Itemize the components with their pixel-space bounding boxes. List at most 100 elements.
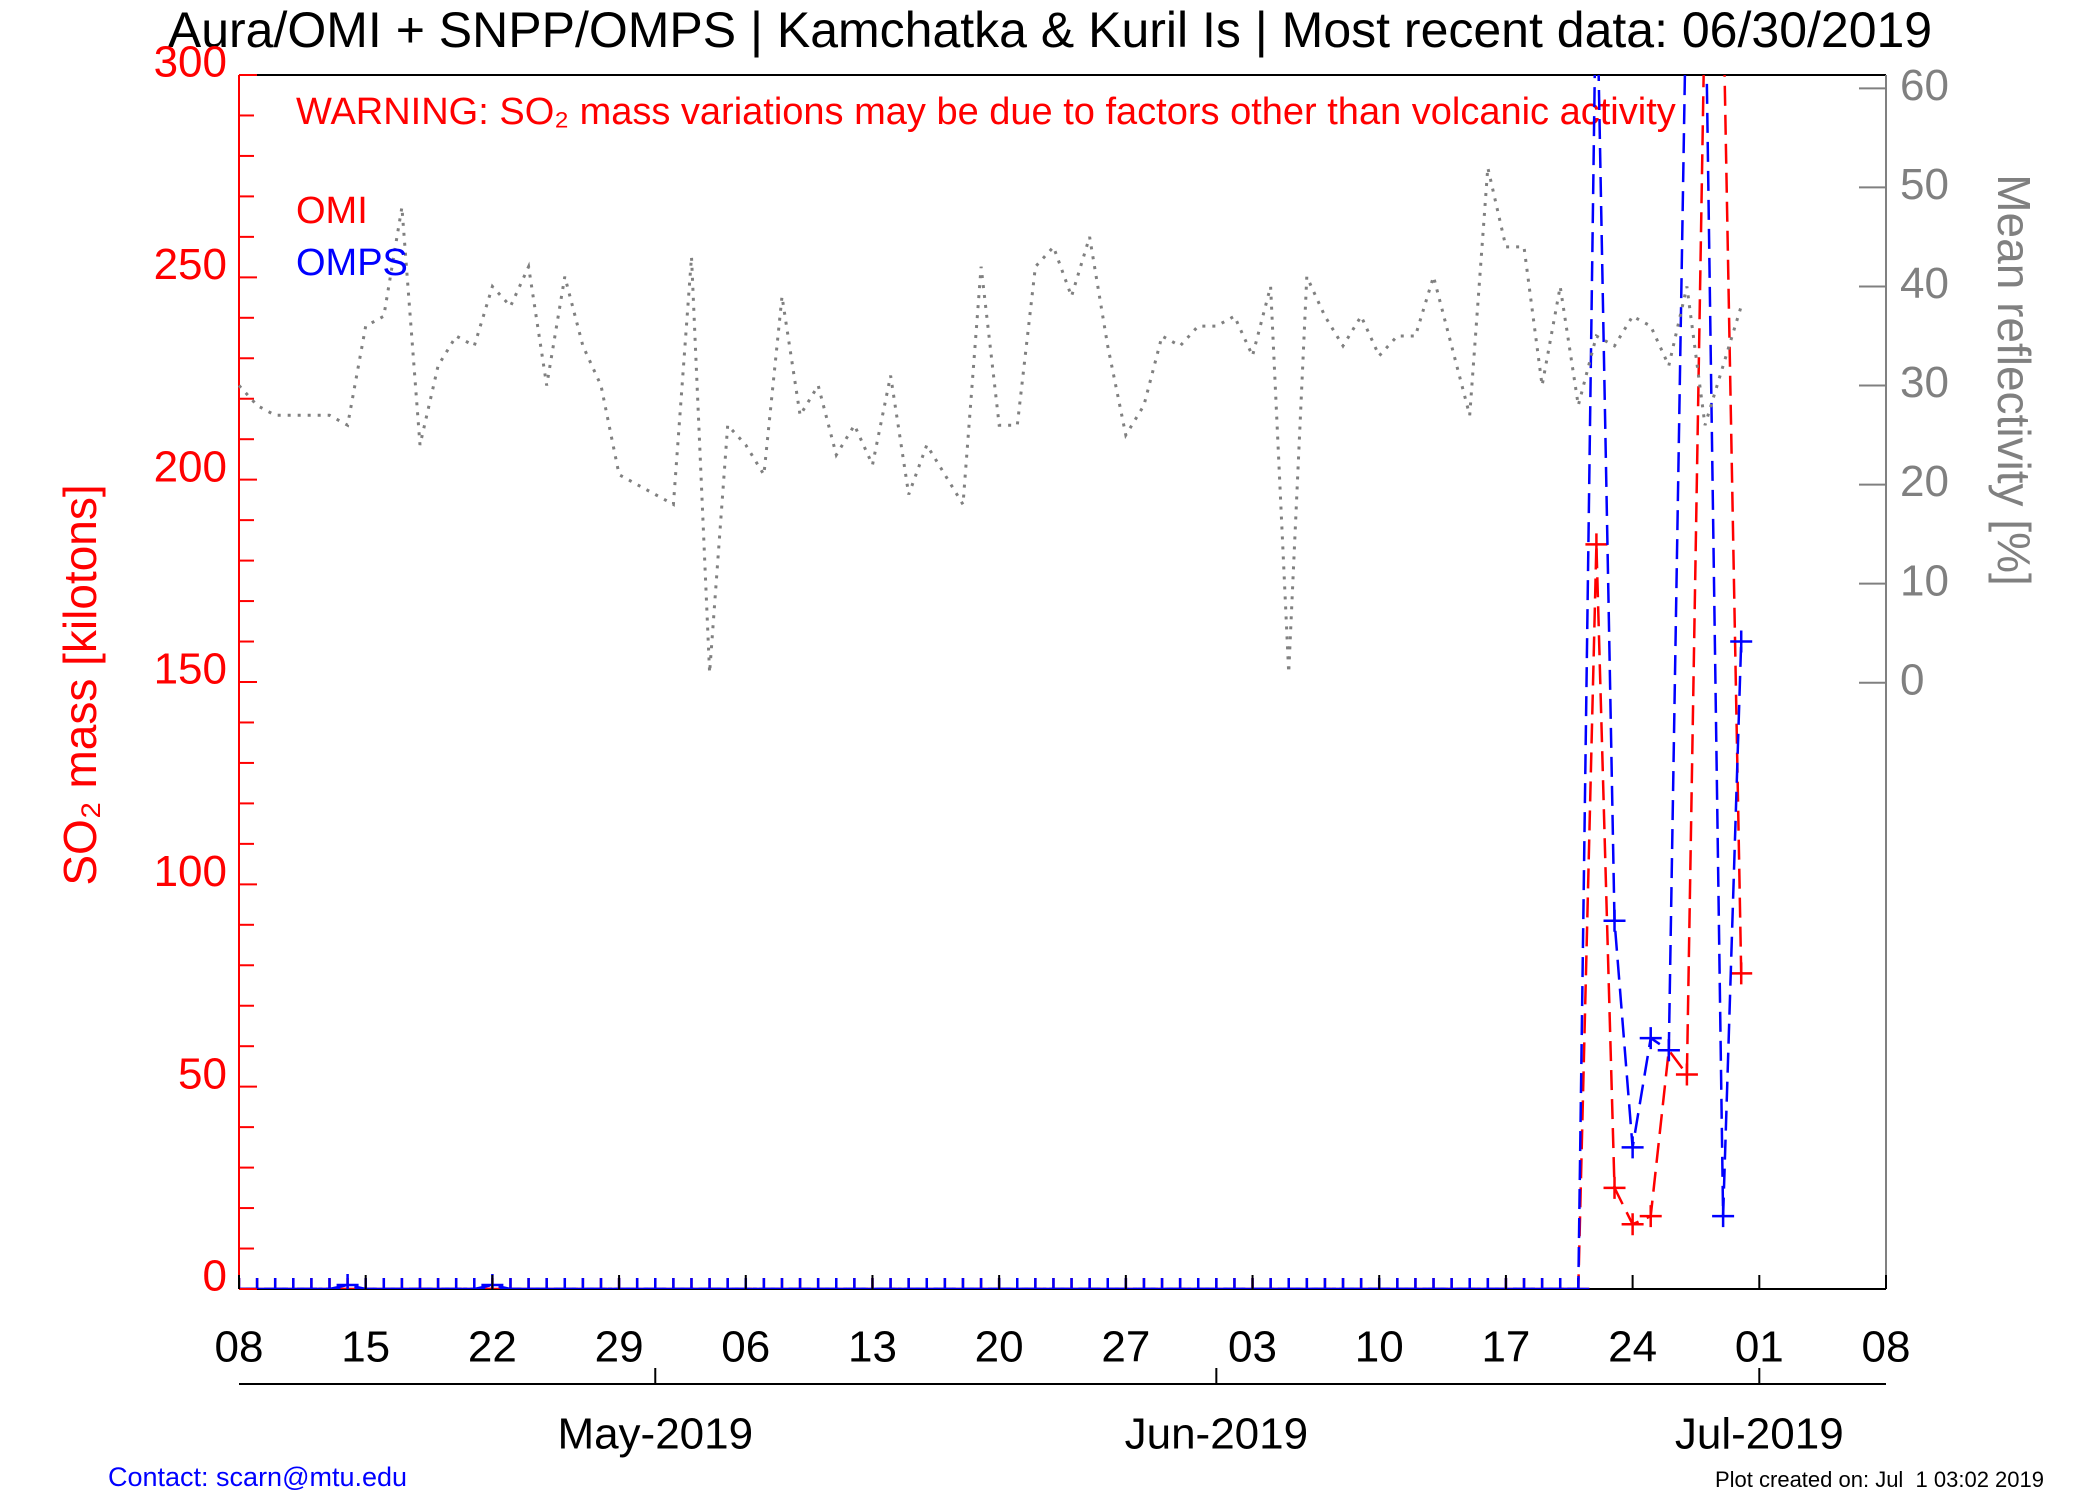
- point-marker: [1603, 909, 1626, 932]
- point-marker: [1277, 1278, 1300, 1289]
- x-tick-label: 06: [721, 1323, 770, 1372]
- y-tick-label: 250: [154, 240, 227, 289]
- point-marker: [300, 1278, 323, 1289]
- point-marker: [1657, 1039, 1680, 1062]
- point-marker: [1187, 1278, 1210, 1289]
- point-marker: [318, 1278, 341, 1289]
- point-marker: [336, 1273, 359, 1289]
- month-label: Jun-2019: [1125, 1410, 1308, 1459]
- x-tick-label: 29: [595, 1323, 644, 1372]
- point-marker: [933, 1278, 956, 1289]
- point-marker: [1042, 1278, 1065, 1289]
- x-tick-label: 08: [215, 1323, 264, 1372]
- point-marker: [1060, 1278, 1083, 1289]
- y2-axis-label: Mean reflectivity [%]: [1988, 174, 2040, 586]
- x-tick-label: 13: [848, 1323, 897, 1372]
- point-marker: [1024, 1278, 1047, 1289]
- point-marker: [1585, 533, 1608, 556]
- y2-tick-label: 40: [1900, 259, 1949, 308]
- point-marker: [553, 1278, 576, 1289]
- point-marker: [644, 1278, 667, 1289]
- point-marker: [1621, 1136, 1644, 1159]
- point-marker: [789, 1278, 812, 1289]
- x-tick-label: 27: [1101, 1323, 1150, 1372]
- point-marker: [1295, 1278, 1318, 1289]
- legend-entry: OMPS: [296, 242, 408, 284]
- y2-tick-label: 20: [1900, 457, 1949, 506]
- point-marker: [915, 1278, 938, 1289]
- point-marker: [807, 1278, 830, 1289]
- point-marker: [1404, 1278, 1427, 1289]
- x-tick-label: 08: [1862, 1323, 1911, 1372]
- point-marker: [1386, 1278, 1409, 1289]
- point-marker: [1675, 1063, 1698, 1086]
- y2-tick-label: 0: [1900, 655, 1924, 704]
- point-marker: [1006, 1278, 1029, 1289]
- point-marker: [1458, 1278, 1481, 1289]
- month-label: Jul-2019: [1675, 1410, 1844, 1459]
- legend-entry: OMI: [296, 190, 368, 232]
- month-label: May-2019: [557, 1410, 753, 1459]
- y-tick-label: 300: [154, 38, 227, 87]
- point-marker: [1567, 1278, 1590, 1289]
- x-tick-label: 22: [468, 1323, 517, 1372]
- point-marker: [372, 1278, 395, 1289]
- x-tick-label: 20: [975, 1323, 1024, 1372]
- point-marker: [246, 1278, 269, 1289]
- point-marker: [264, 1278, 287, 1289]
- point-marker: [951, 1278, 974, 1289]
- point-marker: [499, 1278, 522, 1289]
- point-marker: [445, 1278, 468, 1289]
- x-tick-label: 17: [1481, 1323, 1530, 1372]
- point-marker: [1549, 1278, 1572, 1289]
- x-tick-label: 01: [1735, 1323, 1784, 1372]
- point-marker: [427, 1278, 450, 1289]
- point-marker: [1621, 1213, 1644, 1236]
- plot-area: [239, 75, 1753, 1289]
- point-marker: [970, 1278, 993, 1289]
- point-marker: [1422, 1278, 1445, 1289]
- point-marker: [463, 1278, 486, 1289]
- x-tick-label: 03: [1228, 1323, 1277, 1372]
- point-marker: [390, 1278, 413, 1289]
- point-marker: [770, 1278, 793, 1289]
- point-marker: [1712, 1205, 1735, 1228]
- point-marker: [1205, 1278, 1228, 1289]
- x-tick-label: 15: [341, 1323, 390, 1372]
- point-marker: [1639, 1027, 1662, 1050]
- point-marker: [517, 1278, 540, 1289]
- point-marker: [897, 1278, 920, 1289]
- point-marker: [589, 1278, 612, 1289]
- point-marker: [626, 1278, 649, 1289]
- point-marker: [680, 1278, 703, 1289]
- y-tick-label: 0: [203, 1252, 227, 1301]
- y2-tick-label: 60: [1900, 61, 1949, 110]
- point-marker: [1531, 1278, 1554, 1289]
- point-marker: [1132, 1278, 1155, 1289]
- point-marker: [1730, 962, 1753, 985]
- series-line: [237, 167, 1743, 673]
- y-tick-label: 150: [154, 645, 227, 694]
- point-marker: [1730, 630, 1753, 653]
- point-marker: [1078, 1278, 1101, 1289]
- y-tick-label: 100: [154, 847, 227, 896]
- point-marker: [879, 1278, 902, 1289]
- point-marker: [1169, 1278, 1192, 1289]
- point-marker: [1096, 1278, 1119, 1289]
- point-marker: [1639, 1205, 1662, 1228]
- x-tick-label: 10: [1355, 1323, 1404, 1372]
- point-marker: [1513, 1278, 1536, 1289]
- point-marker: [1476, 1278, 1499, 1289]
- annotation: WARNING: SO₂ mass variations may be due …: [296, 91, 1676, 133]
- point-marker: [825, 1278, 848, 1289]
- point-marker: [752, 1278, 775, 1289]
- y-tick-label: 50: [178, 1049, 227, 1098]
- point-marker: [1440, 1278, 1463, 1289]
- y2-tick-label: 30: [1900, 358, 1949, 407]
- point-marker: [535, 1278, 558, 1289]
- y2-tick-label: 50: [1900, 160, 1949, 209]
- y-axis-label: SO₂ mass [kilotons]: [54, 484, 106, 885]
- created-note: Plot created on: Jul 1 03:02 2019: [1715, 1467, 2044, 1492]
